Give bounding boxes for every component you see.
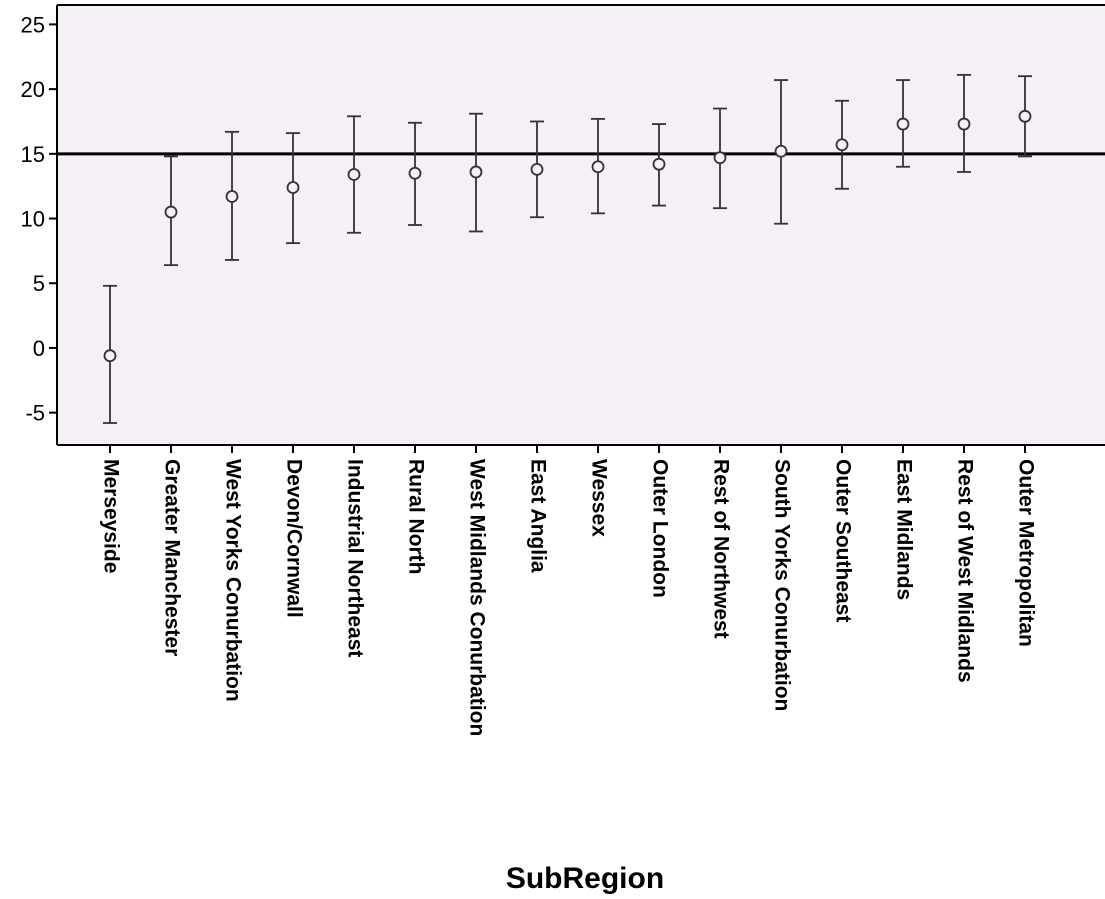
error-bar-group <box>713 107 727 210</box>
x-category-label: South Yorks Conurbation <box>770 459 793 711</box>
mean-point <box>896 117 910 131</box>
error-bar-group <box>408 121 422 226</box>
y-tick-label: -5 <box>25 401 45 426</box>
error-bar-group <box>774 79 788 225</box>
x-category-label: Outer Metropolitan <box>1014 459 1037 647</box>
x-category-label: East Midlands <box>892 459 915 600</box>
error-bar-group <box>103 284 117 424</box>
mean-point <box>774 144 788 158</box>
y-tick-label: 10 <box>21 207 45 232</box>
x-category-label: Wessex <box>587 459 610 537</box>
error-bar-group <box>591 117 605 215</box>
error-bar-group <box>957 73 971 173</box>
mean-point <box>652 157 666 171</box>
mean-point <box>225 190 239 203</box>
error-bar-group <box>896 79 910 168</box>
plot-area <box>57 5 1105 445</box>
mean-point <box>530 162 544 176</box>
mean-point <box>347 168 361 181</box>
x-category-label: Greater Manchester <box>160 459 183 656</box>
error-bar-group <box>286 132 300 245</box>
mean-point <box>713 151 727 165</box>
mean-point <box>469 165 483 179</box>
error-bar-group <box>1018 75 1032 158</box>
error-bar-group <box>469 112 483 233</box>
y-tick-label: 0 <box>33 336 45 361</box>
x-category-label: West Midlands Conurbation <box>465 459 488 736</box>
error-bar-group <box>835 99 849 190</box>
x-category-label: Rest of Northwest <box>709 459 732 639</box>
x-category-label: Outer Southeast <box>831 459 854 622</box>
x-category-label: Industrial Northeast <box>343 459 366 657</box>
x-category-label: West Yorks Conurbation <box>221 459 244 702</box>
x-category-label: Outer London <box>648 459 671 598</box>
mean-point <box>164 205 178 219</box>
error-bar-group <box>347 115 361 234</box>
x-category-label: East Anglia <box>526 459 549 573</box>
x-category-label: Devon/Cornwall <box>282 459 305 618</box>
error-bar-group <box>225 130 239 261</box>
y-tick-label: 20 <box>21 77 45 102</box>
x-category-label: Rural North <box>404 459 427 575</box>
mean-point <box>591 160 605 174</box>
y-tick-label: 25 <box>21 12 45 37</box>
y-tick-label: 15 <box>21 142 45 167</box>
x-axis-title: SubRegion <box>506 862 664 895</box>
mean-point <box>1018 109 1032 123</box>
x-category-label: Merseyside <box>99 459 122 573</box>
error-bar-group <box>164 155 178 267</box>
mean-point <box>286 181 300 194</box>
mean-point <box>103 349 117 363</box>
mean-point <box>957 117 971 131</box>
x-category-label: Rest of West Midlands <box>953 459 976 683</box>
mean-point <box>835 138 849 152</box>
mean-point <box>408 166 422 180</box>
error-bar-group <box>652 123 666 207</box>
error-bar-group <box>530 120 544 219</box>
y-tick-label: 5 <box>33 271 45 296</box>
